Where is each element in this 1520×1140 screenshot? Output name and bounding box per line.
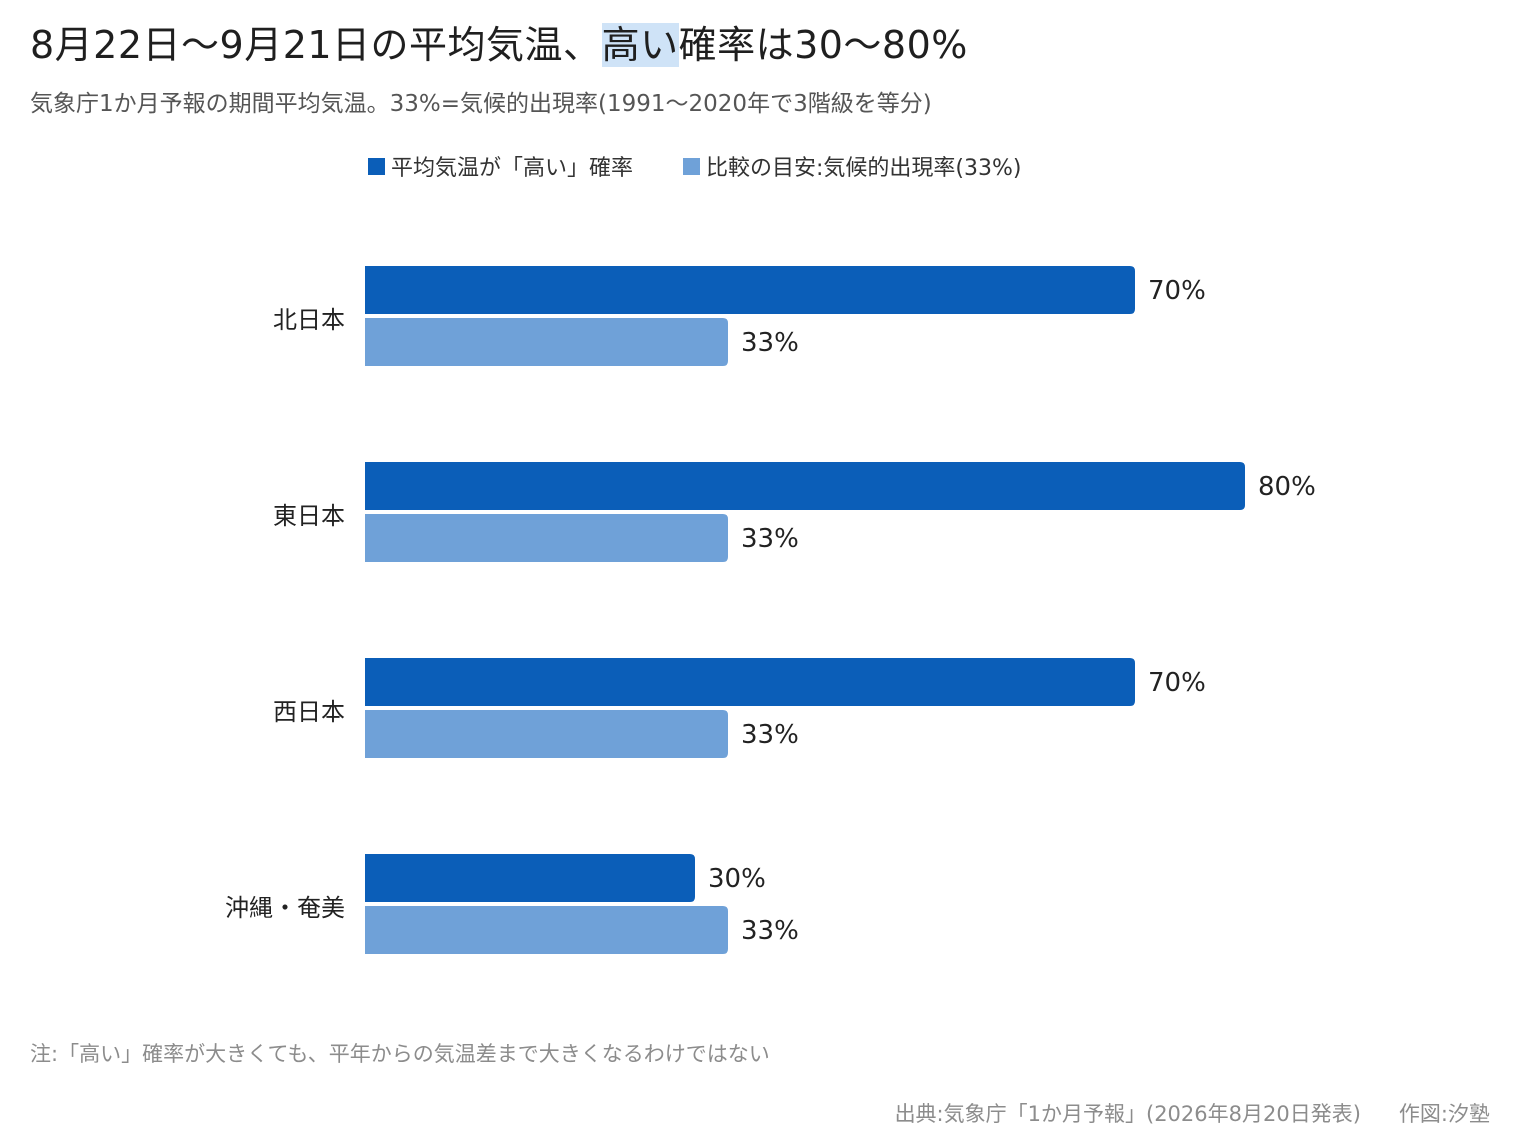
legend: 平均気温が「高い」確率 比較の目安:気候的出現率(33%) [368, 150, 1072, 182]
category-label-west: 西日本 [273, 698, 345, 726]
legend-label-climatology: 比較の目安:気候的出現率(33%) [706, 156, 1022, 181]
chart-title: 8月22日〜9月21日の平均気温、高い確率は30〜80% [30, 14, 968, 69]
bar-value-label-east-climatology: 33% [741, 524, 799, 554]
category-label-okinawa-amami: 沖縄・奄美 [225, 894, 345, 922]
bar-value-label-west-high: 70% [1148, 668, 1206, 698]
source-text: 出典:気象庁「1か月予報」(2026年8月20日発表) [894, 1102, 1361, 1126]
title-highlight: 高い [601, 23, 679, 67]
bar-chart-plot: 70% 33% 80% 33% 70% 33% 30% 33% [365, 266, 1316, 954]
bar-north-climatology [365, 318, 728, 366]
legend-label-high: 平均気温が「高い」確率 [391, 156, 634, 181]
bar-value-label-east-high: 80% [1258, 472, 1316, 502]
bar-okinawa-amami-high [365, 854, 695, 902]
category-label-east: 東日本 [273, 502, 345, 530]
bar-value-label-north-high: 70% [1148, 276, 1206, 306]
chart-subtitle: 気象庁1か月予報の期間平均気温。33%=気候的出現率(1991〜2020年で3階… [30, 91, 932, 117]
bar-value-label-okinawa-amami-high: 30% [708, 864, 766, 894]
title-prefix: 8月22日〜9月21日の平均気温、 [30, 23, 602, 67]
legend-item-high-probability: 平均気温が「高い」確率 [368, 150, 633, 182]
source-credit-line: 出典:気象庁「1か月予報」(2026年8月20日発表) 作図:汐塾 [895, 1098, 1490, 1128]
bar-west-high [365, 658, 1135, 706]
bar-east-high [365, 462, 1245, 510]
bar-value-label-west-climatology: 33% [741, 720, 799, 750]
credit-text: 作図:汐塾 [1398, 1102, 1490, 1126]
title-suffix: 確率は30〜80% [678, 23, 968, 67]
bar-west-climatology [365, 710, 728, 758]
legend-swatch-climatology [683, 157, 701, 175]
bar-value-label-north-climatology: 33% [741, 328, 799, 358]
bar-value-label-okinawa-amami-climatology: 33% [741, 916, 799, 946]
bar-east-climatology [365, 514, 728, 562]
chart-note: 注:「高い」確率が大きくても、平年からの気温差まで大きくなるわけではない [30, 1042, 770, 1066]
bar-okinawa-amami-climatology [365, 906, 728, 954]
legend-swatch-high [368, 157, 385, 175]
legend-item-climatology: 比較の目安:気候的出現率(33%) [683, 150, 1022, 182]
bar-north-high [365, 266, 1135, 314]
category-label-north: 北日本 [273, 306, 345, 334]
